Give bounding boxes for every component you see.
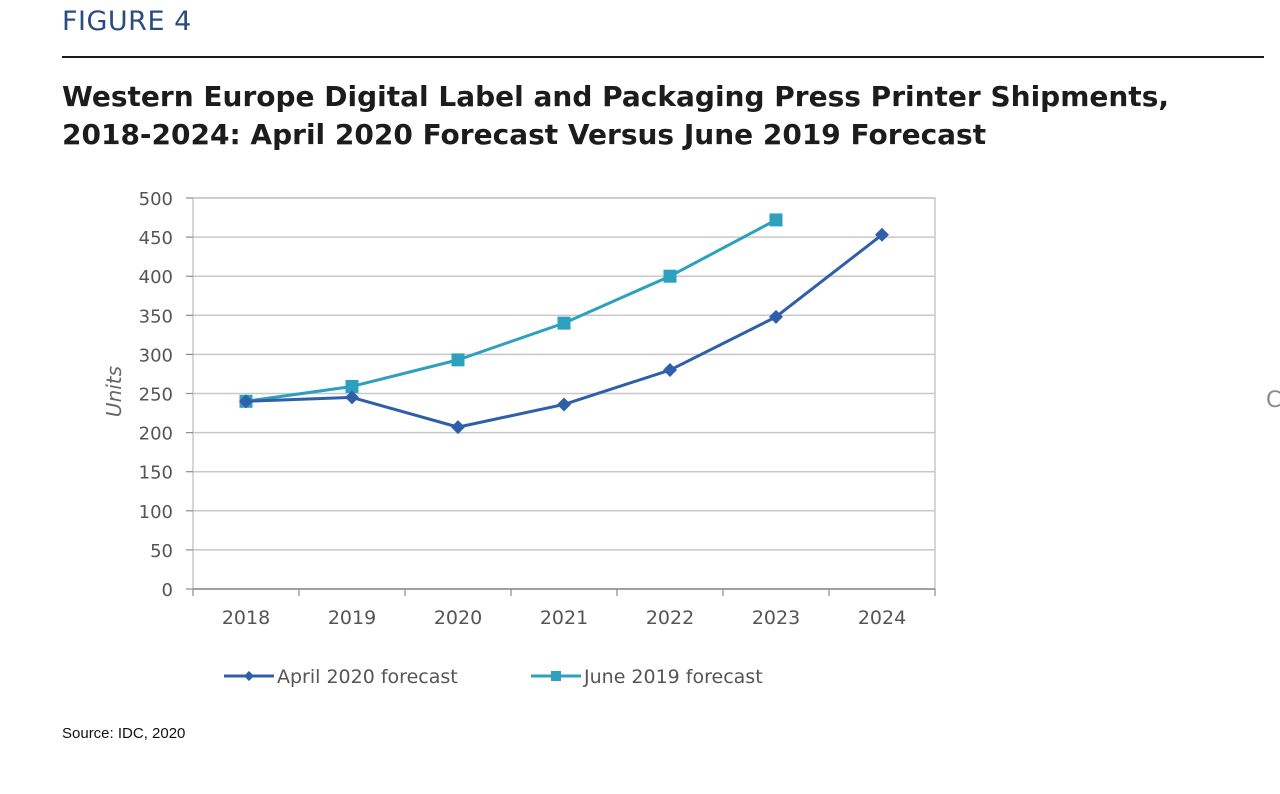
y-tick-label-350: 350 [139,306,173,327]
title-divider [62,56,1264,58]
data-point-june-2019-2019 [345,379,359,393]
legend-marker-june-2019 [551,671,561,681]
series-line-june-2019 [245,218,777,403]
data-point-june-2019-2021 [557,316,571,330]
data-point-april-2020-2023 [769,309,783,324]
legend-label-june-2019: June 2019 forecast [583,666,763,688]
data-point-april-2020-2022 [663,363,677,378]
chart-title: Western Europe Digital Label and Packagi… [62,80,1169,151]
x-tick-label-2021: 2021 [540,607,588,629]
y-tick-label-450: 450 [139,228,173,249]
x-tick-label-2023: 2023 [752,607,800,629]
x-tick-label-2019: 2019 [328,607,376,629]
y-tick-label-100: 100 [139,502,173,523]
y-tick-label-400: 400 [139,267,173,288]
y-tick-label-50: 50 [150,541,173,562]
x-tick-label-2022: 2022 [646,607,694,629]
data-point-april-2020-2021 [557,397,571,412]
data-point-april-2020-2020 [451,420,465,435]
data-point-april-2020-2018 [239,394,253,409]
y-axis-label: Units [102,366,126,417]
data-point-june-2019-2023 [769,213,783,227]
y-tick-label-250: 250 [139,385,173,406]
data-point-june-2019-2020 [451,353,465,367]
x-tick-label-2020: 2020 [434,607,482,629]
y-tick-label-0: 0 [162,580,173,601]
y-tick-label-300: 300 [139,345,173,366]
legend-label-april-2020: April 2020 forecast [277,666,458,688]
data-point-april-2020-2024 [875,227,889,242]
cropped-edge-glyph: C [1266,388,1280,413]
x-tick-label-2024: 2024 [858,607,906,629]
source-note: Source: IDC, 2020 [62,725,186,742]
legend-marker-april-2020 [244,671,254,681]
x-tick-label-2018: 2018 [222,607,270,629]
y-tick-label-150: 150 [139,463,173,484]
data-point-june-2019-2022 [663,269,677,283]
data-point-april-2020-2019 [345,390,359,405]
figure-label: FIGURE 4 [62,6,192,37]
y-tick-label-500: 500 [139,189,173,210]
y-tick-label-200: 200 [139,424,173,445]
